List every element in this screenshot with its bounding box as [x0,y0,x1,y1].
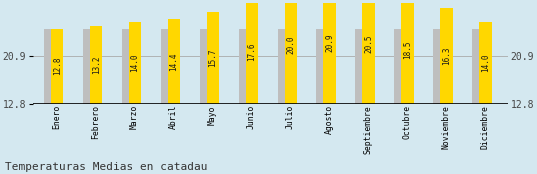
Bar [168,19,180,104]
Text: 16.3: 16.3 [442,47,451,65]
Bar [479,22,491,104]
Bar [278,29,288,104]
Text: 14.4: 14.4 [170,52,178,71]
Text: 13.2: 13.2 [92,56,100,74]
Text: Temperaturas Medias en catadau: Temperaturas Medias en catadau [5,162,208,172]
Bar [285,0,297,104]
Bar [200,29,211,104]
Text: 20.0: 20.0 [286,36,295,54]
Text: 18.5: 18.5 [403,40,412,59]
Text: 20.5: 20.5 [364,34,373,53]
Bar [207,12,219,104]
Bar [83,29,94,104]
Bar [316,29,328,104]
Bar [401,0,413,104]
Text: 17.6: 17.6 [248,43,256,61]
Text: 14.0: 14.0 [481,53,490,72]
Bar [472,29,483,104]
Text: 15.7: 15.7 [208,48,217,67]
Bar [355,29,366,104]
Text: 20.9: 20.9 [325,33,334,52]
Bar [90,26,103,104]
Bar [122,29,133,104]
Bar [245,0,258,104]
Bar [394,29,405,104]
Bar [129,22,141,104]
Bar [51,29,63,104]
Bar [44,29,55,104]
Text: 14.0: 14.0 [130,53,140,72]
Bar [433,29,444,104]
Bar [238,29,250,104]
Bar [362,0,375,104]
Bar [440,8,453,104]
Bar [323,0,336,104]
Bar [161,29,172,104]
Text: 12.8: 12.8 [53,57,62,75]
